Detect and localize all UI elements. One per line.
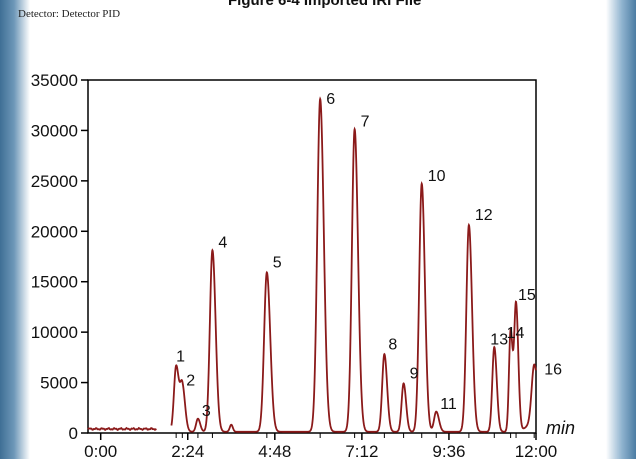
y-tick-label: 35000 (31, 71, 78, 90)
x-axis-ticks: 0:00 2:24 4:48 7:12 9:36 12:00 (84, 433, 557, 459)
peak-label: 1 (176, 348, 185, 365)
y-tick-label: 15000 (31, 273, 78, 292)
x-tick-label: 7:12 (345, 442, 378, 459)
x-tick-label: 0:00 (84, 442, 117, 459)
y-axis-ticks: 0 5000 10000 15000 20000 25000 30000 35000 (31, 71, 88, 443)
y-tick-label: 5000 (40, 374, 78, 393)
y-tick-label: 10000 (31, 323, 78, 342)
figure-title: Figure 6-4 Imported IRI File (228, 0, 422, 9)
peak-label: 2 (186, 373, 195, 390)
peak-label: 16 (544, 362, 562, 379)
chromatogram-trace (87, 96, 537, 433)
peak-label: 6 (326, 91, 335, 108)
peak-label: 12 (475, 207, 493, 224)
peak-label: 7 (361, 113, 370, 130)
x-tick-label: 9:36 (432, 442, 465, 459)
peak-label: 9 (410, 366, 419, 383)
x-tick-label: 12:00 (515, 442, 558, 459)
plot-frame (87, 79, 537, 434)
detector-label: Detector: Detector PID (18, 8, 121, 20)
peak-label: 5 (273, 255, 282, 272)
peak-label: 11 (440, 396, 457, 413)
y-tick-label: 25000 (31, 172, 78, 191)
y-tick-label: 30000 (31, 121, 78, 140)
peak-label: 15 (518, 287, 536, 304)
x-axis-label: min (546, 418, 575, 438)
x-tick-label: 4:48 (258, 442, 291, 459)
y-tick-label: 20000 (31, 222, 78, 241)
peak-label: 13 (490, 331, 508, 348)
peak-label: 14 (507, 325, 525, 342)
peak-label: 10 (428, 168, 446, 185)
y-tick-label: 0 (69, 424, 78, 443)
peak-label: 8 (388, 336, 397, 353)
x-tick-label: 2:24 (171, 442, 204, 459)
peak-label: 4 (218, 235, 227, 252)
x-axis-minor-ticks (175, 433, 535, 438)
peak-label: 3 (202, 403, 211, 420)
